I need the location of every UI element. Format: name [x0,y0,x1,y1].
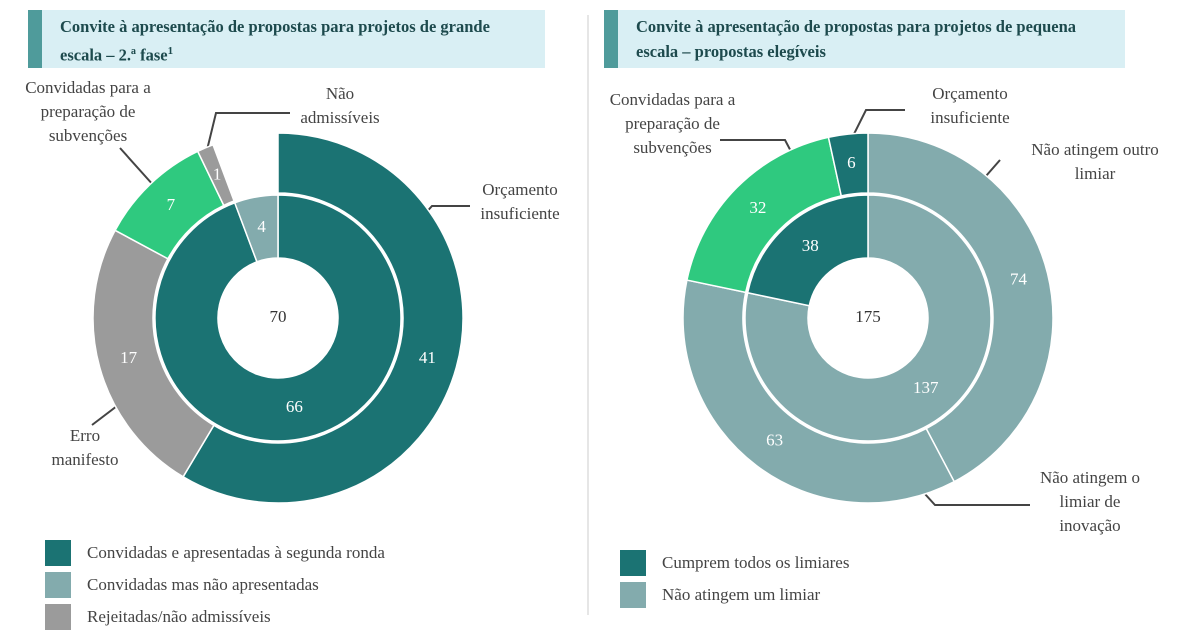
legend-swatch [45,540,71,566]
segment-label: 63 [766,431,783,450]
legend-item: Convidadas mas não apresentadas [45,572,319,598]
segment-annotation: Orçamento insuficiente [930,84,1010,127]
segment-label: 137 [913,378,939,397]
legend-label: Convidadas mas não apresentadas [87,575,319,594]
segment-label: 17 [120,348,138,367]
segment-label: 1 [213,164,222,183]
legend-label: Rejeitadas/não admissíveis [87,607,271,626]
legend-label: Não atingem um limiar [662,585,821,604]
segment-label: 41 [419,348,436,367]
chart-title: Convite à apresentação de propostas para… [604,10,1125,68]
donut-segment [867,132,1054,483]
donut-segment [233,194,279,263]
segment-label: 74 [1010,270,1028,289]
donut-segment [744,194,992,442]
leader-line [849,109,905,143]
legend-item: Convidadas e apresentadas à segunda rond… [45,540,385,566]
legend-label: Convidadas e apresentadas à segunda rond… [87,543,385,562]
segment-annotation: Convidadas para a preparação de subvençõ… [609,90,736,157]
donut-segment [196,143,236,207]
donut-segment [154,194,402,442]
segment-annotation: Não admissíveis [300,84,380,127]
segment-annotation: Orçamento insuficiente [480,180,560,223]
center-total: 175 [855,307,881,326]
legend-swatch [620,582,646,608]
legend-item: Cumprem todos os limiares [620,550,849,576]
segment-annotation: Não atingem outro limiar [1031,140,1159,183]
legend-label: Cumprem todos os limiares [662,553,850,572]
donut-segment [182,132,464,504]
legend-swatch [45,572,71,598]
legend-item: Não atingem um limiar [620,582,820,608]
segment-label: 32 [749,198,766,217]
segment-label: 4 [257,217,266,236]
title-text: Convite à apresentação de propostas para… [60,17,490,65]
title-note: 1 [167,45,174,57]
center-total: 70 [270,307,287,326]
segment-annotation: Convidadas para a preparação de subvençõ… [25,78,151,145]
legend-swatch [620,550,646,576]
segment-annotation: Não atingem o limiar de inovação [1039,468,1141,535]
segment-annotation: Erro manifesto [51,426,119,469]
segment-label: 38 [802,236,819,255]
donut-segment [746,194,869,307]
donut-segment [827,132,869,197]
segment-label: 7 [167,195,176,214]
title-text: Convite à apresentação de propostas para… [636,17,1077,61]
chart-title: Convite à apresentação de propostas para… [28,10,545,68]
legend-item: Rejeitadas/não admissíveis [45,604,271,630]
leader-line [206,112,290,151]
segment-label: 66 [286,397,303,416]
donut-segment [682,279,956,504]
legend-swatch [45,604,71,630]
segment-label: 6 [847,153,856,172]
